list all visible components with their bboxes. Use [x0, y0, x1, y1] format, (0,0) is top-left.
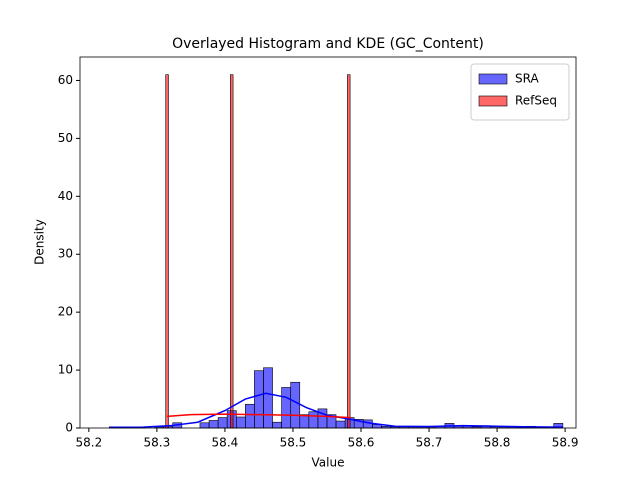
x-tick-label: 58.3	[144, 436, 171, 450]
histogram-bar	[165, 74, 169, 429]
histogram-bar	[208, 420, 219, 429]
y-tick-label: 30	[58, 247, 73, 261]
kde-line	[167, 413, 351, 419]
histogram-bar	[263, 367, 273, 429]
legend-label: RefSeq	[515, 94, 557, 108]
x-tick-label: 58.8	[484, 436, 511, 450]
histogram-bar	[281, 387, 292, 429]
histogram-bar	[335, 420, 346, 429]
histogram-bar	[230, 74, 234, 429]
y-tick-label: 40	[58, 189, 73, 203]
histogram-bar	[245, 403, 255, 429]
histogram-bar	[217, 417, 228, 429]
y-tick-label: 60	[58, 73, 73, 87]
y-axis-label: Density	[33, 219, 47, 265]
x-axis-label: Value	[312, 456, 345, 470]
legend-swatch	[478, 73, 508, 85]
x-tick-label: 58.4	[212, 436, 239, 450]
histogram-bar	[290, 381, 301, 429]
histogram-bar	[272, 421, 282, 429]
kde-line	[109, 392, 564, 429]
legend-label: SRA	[515, 72, 539, 86]
x-tick-label: 58.7	[416, 436, 443, 450]
plot-frame	[79, 56, 577, 429]
histogram-bar	[254, 370, 264, 429]
y-tick-label: 10	[58, 363, 73, 377]
y-tick-label: 0	[65, 421, 73, 435]
x-tick-label: 58.2	[75, 436, 102, 450]
x-tick-label: 58.6	[348, 436, 375, 450]
y-tick-label: 50	[58, 131, 73, 145]
x-tick-label: 58.9	[552, 436, 579, 450]
histogram-bar	[199, 422, 210, 429]
chart-title: Overlayed Histogram and KDE (GC_Content)	[172, 36, 484, 52]
histogram-bar	[308, 411, 319, 429]
histogram-bar	[299, 414, 310, 429]
y-tick-label: 20	[58, 305, 73, 319]
histogram-bar	[235, 416, 246, 429]
legend-swatch	[478, 95, 508, 107]
x-tick-label: 58.5	[280, 436, 307, 450]
histogram-bar	[347, 74, 351, 429]
